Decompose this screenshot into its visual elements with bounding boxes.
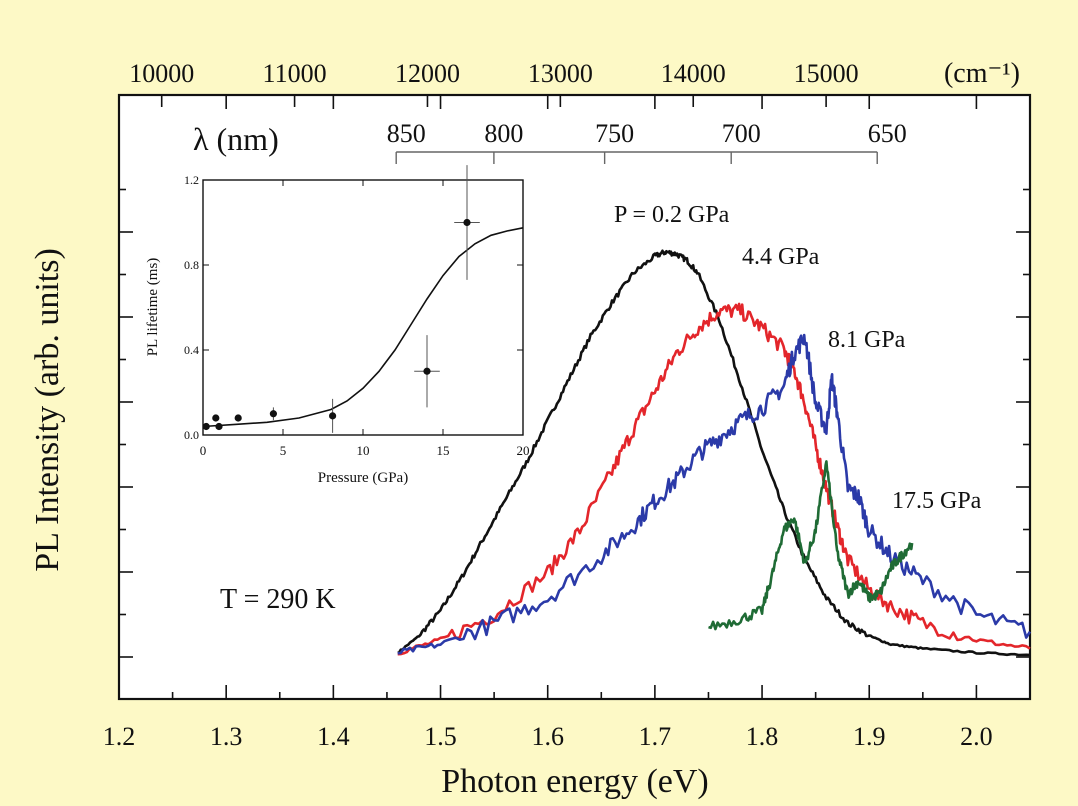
inset-fit-line — [202, 227, 524, 428]
inset-y-axis-label: PL lifetime (ms) — [145, 258, 161, 357]
top-axis-tick-label: 11000 — [263, 59, 327, 88]
inset-fit-curve — [202, 227, 524, 428]
series-label-4-4gpa: 4.4 GPa — [742, 244, 820, 270]
series-line-p-0-2-gpa — [397, 249, 1031, 657]
x-axis-top-wavenumber: 10000 11000 12000 13000 14000 15000 — [129, 59, 859, 107]
temperature-annotation: T = 290 K — [220, 584, 336, 615]
inset-x-tick-label: 15 — [437, 443, 450, 458]
inset-y-tick-label: 0.4 — [184, 343, 199, 357]
inset-y-tick-label: 0.8 — [184, 258, 199, 272]
inset-lifetime-plot: 0 5 10 15 20 0.0 0.4 0.8 1.2 Pressure (GPa) PL l… — [145, 165, 530, 486]
x-axis-bottom: 1.2 1.3 1.4 1.5 1.6 1.7 1.8 1.9 2.0 — [103, 95, 1031, 751]
wavelength-tick-label: 700 — [722, 119, 761, 148]
inset-x-axis-label: Pressure (GPa) — [318, 470, 408, 486]
wavelength-tick-label: 650 — [868, 119, 907, 148]
inset-axes: 0 5 10 15 20 0.0 0.4 0.8 1.2 — [184, 173, 530, 458]
inset-data-point — [329, 412, 337, 420]
wavelength-axis: 850 800 750 700 650 — [387, 119, 907, 164]
inset-frame — [202, 179, 524, 436]
top-axis-unit-label: (cm⁻¹) — [944, 58, 1020, 89]
series-label-0-2gpa: P = 0.2 GPa — [614, 202, 730, 228]
inset-data-point — [423, 367, 431, 375]
x-tick-label: 1.6 — [531, 722, 564, 751]
series-line-17-5-gpa — [708, 460, 914, 631]
inset-data-point — [234, 414, 242, 422]
inset-y-tick-label: 0.0 — [184, 428, 199, 442]
inset-x-tick-label: 0 — [200, 443, 207, 458]
wavelength-tick-label: 800 — [484, 119, 523, 148]
inset-data-point — [215, 422, 223, 431]
wavelength-tick-label: 750 — [595, 119, 634, 148]
inset-x-tick-label: 10 — [357, 443, 370, 458]
top-axis-tick-label: 13000 — [528, 59, 593, 88]
x-tick-label: 1.9 — [853, 722, 886, 751]
inset-data-point — [212, 414, 220, 422]
y-axis-label: PL Intensity (arb. units) — [29, 248, 66, 572]
inset-data-points — [202, 165, 480, 433]
top-axis-tick-label: 15000 — [794, 59, 859, 88]
pl-spectra — [397, 249, 1032, 657]
wavelength-tick-label: 850 — [387, 119, 426, 148]
top-axis-tick-label: 14000 — [661, 59, 726, 88]
series-label-17-5gpa: 17.5 GPa — [892, 488, 982, 514]
series-label-8-1gpa: 8.1 GPa — [828, 327, 906, 353]
x-tick-label: 1.3 — [210, 722, 243, 751]
x-tick-label: 1.2 — [103, 722, 136, 751]
inset-data-point — [463, 218, 471, 227]
wavelength-axis-label: λ (nm) — [193, 121, 279, 157]
series-line-4-4-gpa — [397, 302, 1031, 656]
x-tick-label: 1.7 — [639, 722, 672, 751]
x-tick-label: 1.5 — [424, 722, 457, 751]
inset-data-point — [202, 422, 210, 431]
top-axis-tick-label: 12000 — [395, 59, 460, 88]
x-tick-label: 1.8 — [746, 722, 779, 751]
inset-x-tick-label: 20 — [517, 443, 530, 458]
y-axis-left — [119, 188, 1030, 658]
series-line-8-1-gpa — [397, 333, 1032, 655]
inset-data-point — [269, 410, 277, 418]
top-axis-tick-label: 10000 — [129, 59, 194, 88]
x-tick-label: 1.4 — [317, 722, 350, 751]
inset-y-tick-label: 1.2 — [184, 173, 199, 187]
inset-x-tick-label: 5 — [280, 443, 287, 458]
x-tick-label: 2.0 — [960, 722, 993, 751]
x-axis-label: Photon energy (eV) — [441, 763, 709, 800]
